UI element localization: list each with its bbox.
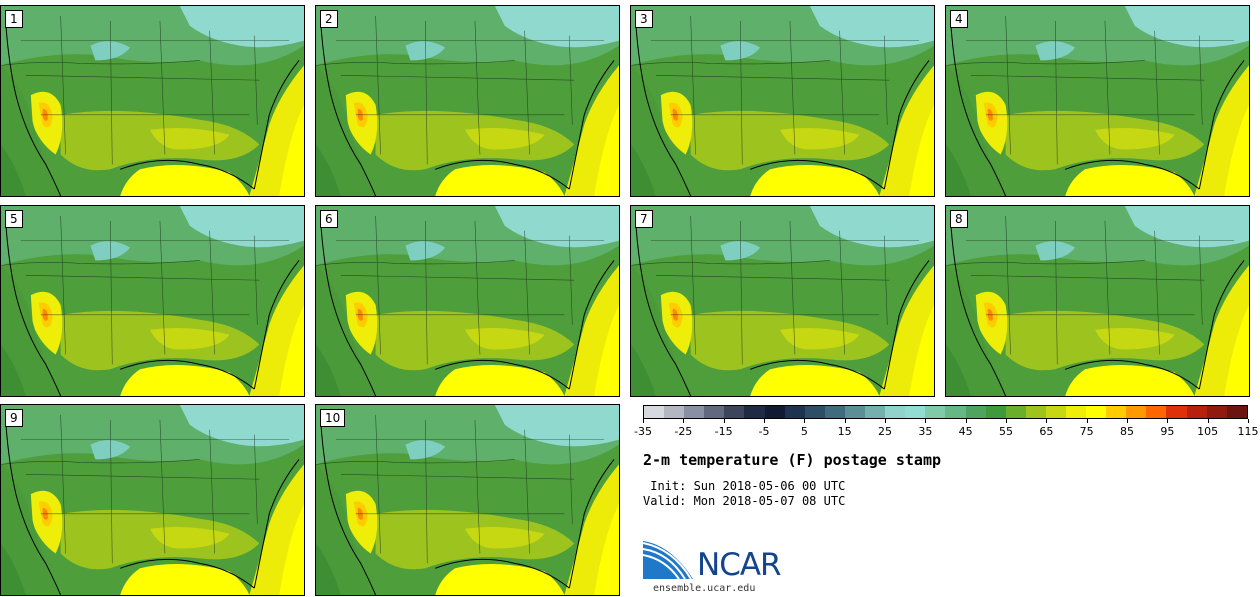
colorbar-tick-mark [844,419,846,423]
colorbar-tick-label: -35 [634,425,652,438]
colorbar-tick-mark [764,419,765,423]
colorbar-tick-mark [1167,419,1169,423]
colorbar-swatch [905,406,926,418]
colorbar-tick-label: 95 [1160,425,1175,438]
colorbar-swatch [865,406,886,418]
stamp-label: 10 [320,409,346,427]
colorbar-swatch [925,406,946,418]
stamp-panel-5: 5 [0,205,305,397]
stamp-label: 6 [320,210,338,228]
colorbar-tick-mark [804,419,806,423]
stamp-panel-10: 10 [315,404,620,596]
ncar-logo-text: NCAR [697,547,782,583]
stamp-panel-1: 1 [0,5,305,197]
colorbar-tick-label: 5 [800,425,808,438]
colorbar-tick-mark [683,419,685,423]
colorbar-swatch [784,406,805,418]
stamp-label: 7 [635,210,653,228]
colorbar-tick-mark [1127,419,1128,423]
colorbar-tick-label: 105 [1197,425,1219,438]
stamp-panel-8: 8 [945,205,1250,397]
stamp-label: 8 [950,210,968,228]
colorbar-swatch [804,406,825,418]
stamp-label: 1 [5,10,23,28]
colorbar-tick-label: 15 [837,425,852,438]
colorbar-tick-mark [965,419,967,423]
colorbar-tick-label: 115 [1237,425,1259,438]
colorbar-swatch [684,406,705,418]
colorbar-swatch [844,406,866,418]
website-url: ensemble.ucar.edu [653,583,756,594]
colorbar-swatch [1146,406,1167,418]
stamp-panel-3: 3 [630,5,935,197]
colorbar-tick-label: -15 [714,425,733,438]
colorbar-tick-mark [1086,419,1088,423]
colorbar-swatch [965,406,986,418]
colorbar-swatch [985,406,1006,418]
colorbar-swatch [1206,406,1227,418]
colorbar-swatch [644,406,665,418]
stamp-label: 3 [635,10,653,28]
colorbar-tick-mark [885,419,886,423]
colorbar-swatch [764,406,785,418]
colorbar-swatch [664,406,685,418]
colorbar-swatch [1005,406,1026,418]
colorbar-swatch [885,406,906,418]
stamp-label: 2 [320,10,338,28]
colorbar-tick-label: 55 [999,425,1013,438]
stamp-label: 4 [950,10,968,28]
colorbar-swatch [1166,406,1187,418]
colorbar-swatch [724,406,745,418]
colorbar-tick-label: 45 [958,425,973,438]
colorbar-swatch [744,406,765,418]
chart-title: 2-m temperature (F) postage stamp [643,451,942,469]
colorbar-tick-mark [723,419,725,423]
colorbar-swatch [945,406,966,418]
colorbar-swatch [824,406,845,418]
colorbar-tick-label: 25 [878,425,892,438]
colorbar-tick-mark [643,419,644,423]
colorbar-swatch [1106,406,1127,418]
colorbar-tick-mark [1207,419,1209,423]
stamp-label: 5 [5,210,23,228]
colorbar-swatch [704,406,725,418]
colorbar-tick-label: 85 [1120,425,1134,438]
colorbar-swatch [1086,406,1107,418]
colorbar-swatch [1186,406,1207,418]
stamp-panel-9: 9 [0,404,305,596]
colorbar-tick-mark [925,419,927,423]
colorbar-tick-label: 65 [1039,425,1054,438]
colorbar-tick-label: -5 [758,425,770,438]
colorbar-tick-label: 75 [1079,425,1094,438]
colorbar-tick-label: -25 [674,425,693,438]
temperature-colorbar [643,405,1248,419]
ncar-logo-icon [643,541,693,580]
colorbar-swatch [1226,406,1247,418]
valid-time: Valid: Mon 2018-05-07 08 UTC [643,494,846,508]
colorbar-swatch [1065,406,1087,418]
stamp-panel-2: 2 [315,5,620,197]
stamp-panel-4: 4 [945,5,1250,197]
stamp-label: 9 [5,409,23,427]
colorbar-swatch [1126,406,1147,418]
colorbar-tick-mark [1248,419,1249,423]
colorbar-swatch [1025,406,1046,418]
init-time: Init: Sun 2018-05-06 00 UTC [643,479,846,493]
colorbar-swatch [1045,406,1066,418]
stamp-panel-7: 7 [630,205,935,397]
colorbar-tick-mark [1046,419,1048,423]
stamp-panel-6: 6 [315,205,620,397]
colorbar-tick-mark [1006,419,1007,423]
colorbar-tick-label: 35 [918,425,933,438]
